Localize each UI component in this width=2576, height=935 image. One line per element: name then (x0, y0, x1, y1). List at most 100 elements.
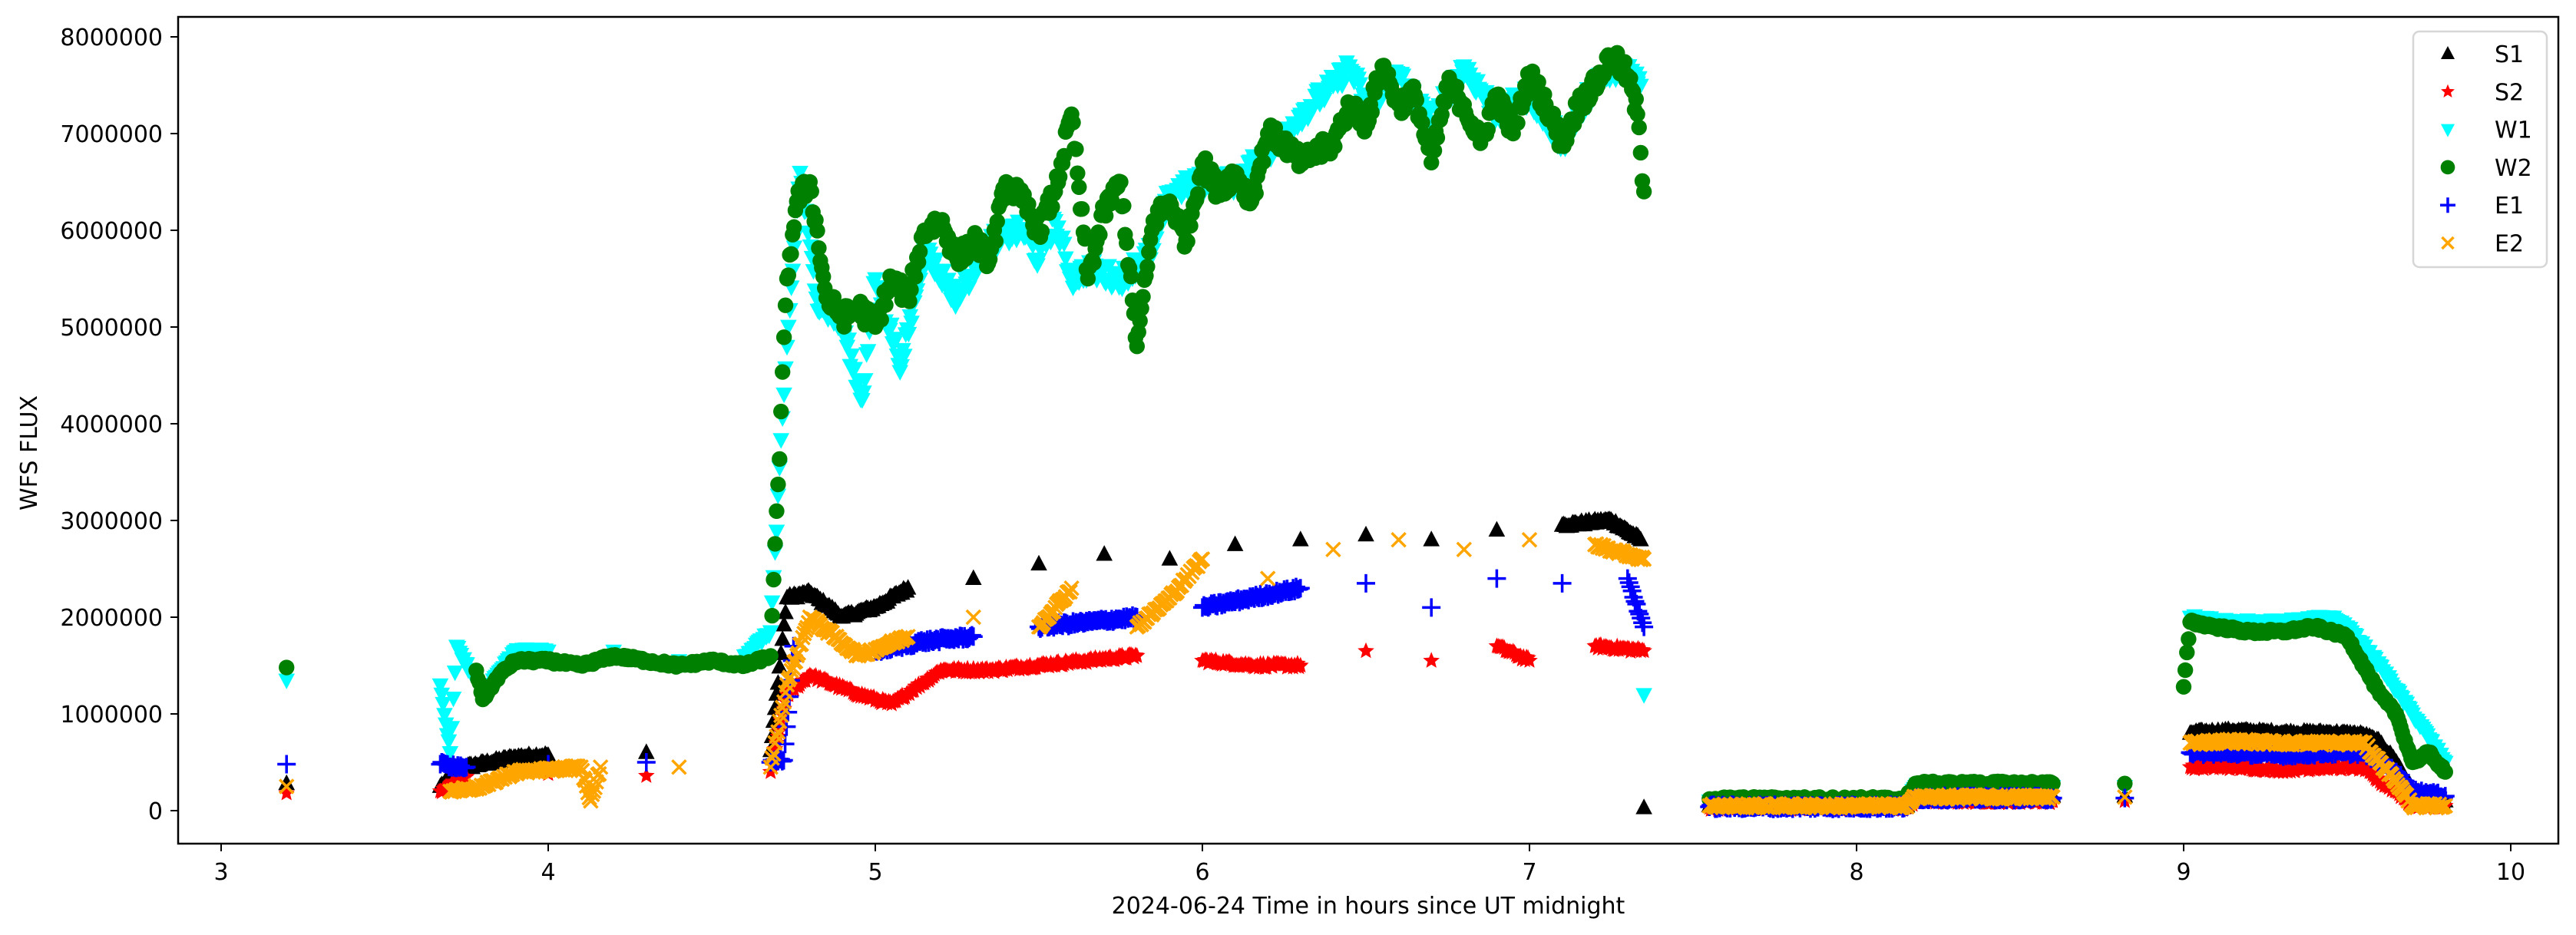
data-point-w1 (772, 433, 790, 449)
data-point-e2 (769, 728, 785, 745)
data-point-e1 (1633, 613, 1652, 633)
data-point-w2 (1255, 154, 1271, 170)
data-point-w1 (440, 734, 458, 750)
data-point-w2 (2181, 631, 2197, 647)
data-point-s1 (899, 579, 917, 595)
data-point-w1 (762, 625, 779, 641)
data-point-w2 (1426, 142, 1443, 159)
data-point-e2 (585, 783, 602, 799)
data-point-w2 (1480, 121, 1496, 138)
data-point-e2 (1521, 531, 1538, 548)
data-point-w1 (935, 263, 952, 280)
data-point-s2 (1292, 656, 1309, 673)
data-point-s2 (278, 784, 295, 801)
data-point-w1 (446, 665, 464, 682)
data-point-w2 (987, 233, 1004, 249)
data-point-e1 (1621, 577, 1640, 596)
data-point-e2 (587, 779, 603, 796)
data-point-w1 (768, 524, 785, 540)
data-point-w2 (762, 648, 779, 664)
data-point-w2 (1629, 106, 1645, 122)
data-point-w2 (1129, 339, 1146, 355)
data-point-e2 (2117, 789, 2133, 805)
data-point-w1 (1335, 74, 1352, 91)
data-point-e2 (592, 759, 609, 775)
data-point-e1 (1618, 569, 1637, 588)
series-w2 (279, 45, 2453, 809)
data-point-w1 (433, 687, 451, 704)
data-point-w2 (1510, 115, 1526, 131)
data-point-w2 (1424, 154, 1440, 170)
data-point-e1 (1422, 598, 1441, 617)
data-point-e2 (1062, 583, 1078, 600)
data-point-e2 (900, 628, 916, 645)
data-point-w1 (763, 595, 781, 612)
data-point-w1 (278, 673, 295, 689)
data-point-w2 (1248, 185, 1264, 202)
data-point-w2 (1327, 138, 1343, 155)
data-point-w2 (2177, 662, 2194, 679)
data-point-s2 (1521, 652, 1538, 668)
data-point-s1 (775, 616, 792, 632)
data-point-w2 (1182, 218, 1199, 234)
data-point-w1 (838, 339, 856, 356)
data-point-w2 (1414, 114, 1430, 131)
data-point-w2 (764, 607, 780, 624)
data-point-e2 (787, 653, 804, 669)
data-point-w2 (2045, 775, 2061, 791)
data-point-e2 (278, 778, 295, 795)
data-point-w2 (1097, 207, 1114, 224)
data-point-e1 (1635, 617, 1654, 636)
data-point-w2 (1631, 119, 1647, 136)
data-point-e1 (277, 755, 296, 774)
data-point-w2 (1364, 104, 1380, 121)
data-point-w1 (893, 359, 910, 375)
data-point-s2 (1423, 652, 1440, 668)
data-point-w2 (1123, 269, 1139, 285)
data-point-w2 (774, 364, 791, 380)
data-point-w1 (843, 348, 860, 365)
data-point-e2 (465, 781, 482, 798)
data-point-w1 (769, 488, 787, 504)
data-point-w1 (855, 385, 872, 401)
data-point-w2 (1189, 186, 1206, 202)
data-point-e1 (1619, 573, 1639, 593)
data-point-e2 (774, 699, 791, 715)
data-point-w2 (1135, 289, 1151, 305)
data-point-w1 (867, 272, 884, 288)
data-point-e2 (573, 759, 589, 775)
data-point-w2 (1141, 244, 1157, 260)
data-point-w2 (2175, 679, 2192, 695)
data-point-w1 (854, 393, 871, 409)
data-point-e2 (965, 609, 982, 626)
data-point-s2 (1635, 642, 1652, 659)
data-point-e2 (764, 750, 780, 766)
data-point-e1 (964, 627, 983, 646)
data-point-s1 (1635, 798, 1652, 814)
data-point-w1 (443, 721, 461, 737)
data-point-w2 (1408, 92, 1425, 108)
data-point-s1 (1030, 554, 1047, 571)
data-point-e1 (1553, 573, 1572, 593)
data-point-e2 (671, 759, 687, 775)
data-point-w1 (1056, 236, 1073, 253)
data-point-w1 (792, 166, 809, 182)
data-point-w2 (783, 246, 799, 262)
data-point-w1 (1351, 77, 1369, 94)
data-point-s1 (278, 774, 295, 791)
data-markers (277, 45, 2455, 818)
data-point-s1 (1488, 520, 1506, 537)
data-point-w2 (767, 536, 783, 552)
data-point-w2 (766, 571, 782, 588)
data-point-w1 (840, 332, 858, 349)
data-point-e1 (637, 753, 656, 771)
data-point-e2 (1063, 580, 1080, 596)
data-point-w2 (770, 476, 786, 493)
data-point-w2 (873, 312, 889, 328)
data-point-e1 (1632, 609, 1651, 628)
data-point-w2 (989, 213, 1005, 230)
data-point-s1 (638, 743, 655, 759)
data-point-w1 (896, 349, 913, 365)
data-point-w2 (1092, 226, 1108, 243)
data-point-s1 (777, 603, 794, 619)
